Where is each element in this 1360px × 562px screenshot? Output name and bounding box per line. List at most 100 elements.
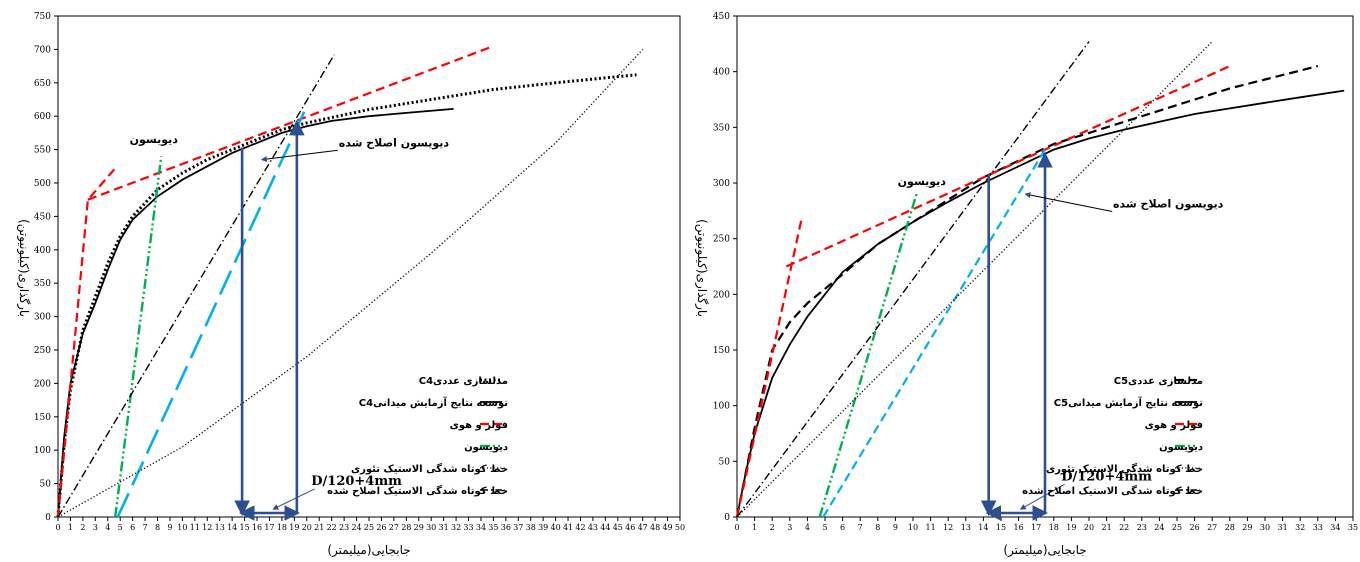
legend-label-6: خط کوتاه شدگی الاستیک اصلاح شده [327, 484, 508, 497]
x-tick-label: 27 [389, 523, 399, 532]
x-tick-label: 23 [1137, 523, 1147, 532]
x-tick-label: 22 [1119, 523, 1129, 532]
legend-label-6: خط کوتاه شدگی الاستیک اصلاح شده [1022, 484, 1203, 497]
y-tick-label: 400 [713, 68, 730, 78]
annotation-pointer [262, 150, 338, 159]
x-tick-label: 27 [1207, 523, 1217, 532]
x-tick-label: 26 [1190, 523, 1200, 532]
x-tick-label: 3 [93, 523, 98, 532]
x-tick-label: 12 [943, 523, 953, 532]
x-tick-label: 49 [662, 523, 672, 532]
y-tick-label: 350 [34, 279, 51, 289]
series-line-2 [58, 109, 454, 517]
annotation-davisson: دیویسون [130, 133, 179, 146]
x-tick-label: 41 [563, 523, 573, 532]
x-tick-label: 3 [787, 523, 792, 532]
x-tick-label: 14 [978, 523, 988, 532]
annotation-offset-pointer [273, 489, 314, 509]
x-tick-label: 11 [190, 523, 200, 532]
x-tick-label: 13 [961, 523, 971, 532]
legend-label-4: دیویسون [1159, 442, 1203, 453]
x-tick-label: 7 [143, 523, 148, 532]
x-tick-label: 28 [1225, 523, 1235, 532]
x-tick-label: 21 [314, 523, 324, 532]
x-tick-label: 29 [1242, 523, 1252, 532]
legend-label-2: توسعه نتایج آزمایش میدانیC4 [359, 396, 508, 409]
y-tick-label: 150 [713, 346, 730, 356]
x-tick-label: 0 [734, 523, 739, 532]
series-line-6 [118, 112, 305, 518]
x-tick-label: 13 [215, 523, 225, 532]
x-tick-label: 8 [875, 523, 880, 532]
legend-label-5: خط کوتاه شدگی الاستیک تئوری [1046, 462, 1203, 475]
annotation-modified-davisson: دیویسون اصلاح شده [1113, 197, 1224, 210]
x-tick-label: 2 [770, 523, 775, 532]
y-tick-label: 700 [34, 45, 51, 55]
x-tick-label: 38 [526, 523, 536, 532]
chart-panel-1: 0501001502002503003504004505005506006507… [16, 12, 685, 558]
annotation-pointer [1026, 194, 1113, 211]
x-tick-label: 18 [277, 523, 287, 532]
x-tick-label: 22 [327, 523, 337, 532]
x-tick-label: 23 [339, 523, 349, 532]
x-tick-label: 45 [613, 523, 623, 532]
x-tick-label: 29 [414, 523, 424, 532]
series-line-2 [737, 91, 1344, 517]
series-line-7 [737, 42, 1212, 517]
x-axis-label: جابجایی(میلیمتر) [1003, 543, 1086, 558]
series-line-8 [737, 42, 1089, 517]
legend-label-1: مدلسازی عددیC5 [1114, 376, 1203, 387]
x-tick-label: 37 [513, 523, 523, 532]
x-tick-label: 10 [908, 523, 918, 532]
x-tick-label: 48 [650, 523, 660, 532]
y-tick-label: 200 [713, 290, 730, 300]
legend-label-1: مدلسازی عددیC4 [419, 376, 508, 387]
x-tick-label: 10 [177, 523, 187, 532]
x-tick-label: 4 [805, 523, 810, 532]
x-tick-label: 24 [351, 523, 361, 532]
x-tick-label: 34 [476, 523, 486, 532]
x-tick-label: 43 [588, 523, 598, 532]
x-tick-label: 11 [926, 523, 936, 532]
legend-label-5: خط کوتاه شدگی الاستیک تئوری [351, 462, 508, 475]
x-tick-label: 8 [155, 523, 160, 532]
y-tick-label: 650 [34, 79, 51, 89]
x-tick-label: 39 [538, 523, 548, 532]
y-tick-label: 250 [713, 235, 730, 245]
x-tick-label: 34 [1330, 523, 1340, 532]
x-tick-label: 30 [426, 523, 436, 532]
legend-label-3: فولر و هوی [1145, 420, 1203, 431]
y-tick-label: 50 [719, 457, 731, 467]
x-tick-label: 9 [167, 523, 172, 532]
series-line-8 [58, 55, 334, 517]
y-tick-label: 450 [34, 212, 51, 222]
x-tick-label: 42 [575, 523, 585, 532]
x-tick-label: 18 [1049, 523, 1059, 532]
x-tick-label: 17 [264, 523, 274, 532]
series-line-3 [737, 216, 802, 517]
y-axis-label: بارگذاری(کیلونیوتن) [694, 219, 709, 317]
x-axis-label: جابجایی(میلیمتر) [327, 543, 410, 558]
x-tick-label: 26 [376, 523, 386, 532]
y-tick-label: 400 [34, 246, 51, 256]
annotation-modified-davisson: دیویسون اصلاح شده [339, 136, 450, 149]
legend-label-4: دیویسون [464, 442, 508, 453]
x-tick-label: 16 [252, 523, 262, 532]
x-tick-label: 1 [752, 523, 757, 532]
x-tick-label: 21 [1102, 523, 1112, 532]
x-tick-label: 20 [302, 523, 312, 532]
series-line-1 [737, 66, 1318, 517]
y-tick-label: 300 [34, 313, 51, 323]
y-tick-label: 50 [40, 480, 52, 490]
chart-panel-2: 0501001502002503003504004500 1 2 3 4 5 6 7 8 9 10 1… [694, 12, 1358, 558]
x-tick-label: 6 [840, 523, 845, 532]
y-tick-label: 500 [34, 179, 51, 189]
series-line-6 [823, 150, 1045, 517]
legend-label-3: فولر و هوی [450, 420, 508, 431]
x-tick-label: 40 [551, 523, 561, 532]
x-tick-label: 32 [1295, 523, 1305, 532]
x-tick-label: 12 [202, 523, 212, 532]
y-tick-label: 200 [34, 379, 51, 389]
y-tick-label: 750 [34, 12, 51, 22]
